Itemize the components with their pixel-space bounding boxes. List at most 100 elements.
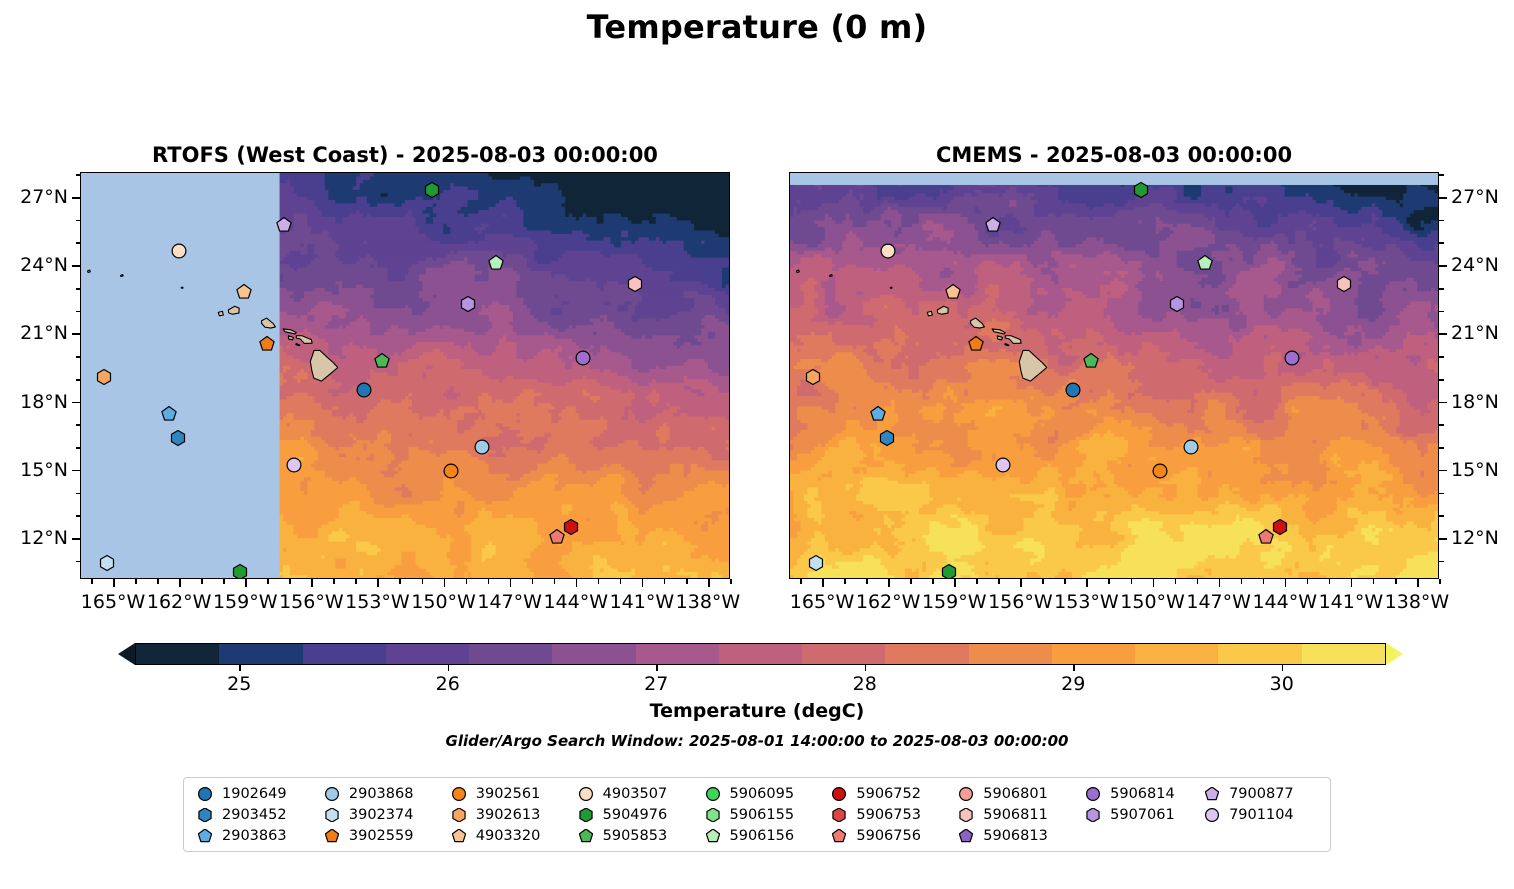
float-marker-5907061[interactable]	[460, 295, 475, 312]
float-marker-4903320[interactable]	[945, 284, 961, 300]
page-title: Temperature (0 m)	[586, 8, 928, 46]
legend-label: 5907061	[1110, 807, 1175, 823]
legend-entry-5906156[interactable]: 5906156	[702, 828, 829, 844]
colorbar-segment	[1135, 644, 1219, 664]
legend-entry-5906752[interactable]: 5906752	[828, 786, 955, 802]
float-marker-2903868[interactable]	[474, 439, 490, 455]
float-marker-3902559[interactable]	[259, 335, 275, 351]
legend-entry-5906801[interactable]: 5906801	[955, 786, 1082, 802]
float-marker-7901104[interactable]	[995, 457, 1011, 473]
legend-column: 5906752 5906753 5906756	[828, 786, 955, 844]
float-marker-5904976[interactable]	[941, 563, 956, 578]
x-minor-tick	[1064, 579, 1067, 584]
legend-entry-5905853[interactable]: 5905853	[575, 828, 702, 844]
float-marker-2903452[interactable]	[170, 429, 186, 446]
float-marker-1902649[interactable]	[1065, 382, 1081, 398]
x-tick-label: 165°W	[789, 591, 855, 613]
float-marker-5906095[interactable]	[1134, 181, 1149, 199]
panel-title-rtofs: RTOFS (West Coast) - 2025-08-03 00:00:00	[152, 143, 658, 167]
float-marker-4903320[interactable]	[236, 284, 252, 300]
x-tick-label: 162°W	[855, 591, 921, 613]
legend-entry-3902613[interactable]: 3902613	[448, 807, 575, 823]
legend-entry-2903863[interactable]: 2903863	[194, 828, 321, 844]
legend-entry-1902649[interactable]: 1902649	[194, 786, 321, 802]
legend-entry-5906155[interactable]: 5906155	[702, 807, 829, 823]
float-marker-5907061[interactable]	[1169, 295, 1184, 312]
legend-entry-5906814[interactable]: 5906814	[1082, 786, 1201, 802]
colorbar-segment	[469, 644, 553, 664]
float-marker-7901104[interactable]	[286, 457, 302, 473]
float-marker-5906095[interactable]	[425, 181, 440, 199]
legend-entry-3902561[interactable]: 3902561	[448, 786, 575, 802]
float-marker-5905853[interactable]	[374, 352, 390, 368]
float-marker-5906756[interactable]	[549, 528, 565, 544]
hexagon-marker-icon	[575, 808, 597, 822]
float-marker-5905853[interactable]	[1083, 352, 1099, 368]
float-markers-cmems	[790, 173, 1438, 578]
legend-entry-2903868[interactable]: 2903868	[321, 786, 448, 802]
x-tick	[1218, 579, 1221, 587]
float-marker-5906156[interactable]	[488, 254, 505, 270]
circle-marker-icon	[194, 787, 216, 801]
legend-entry-2903452[interactable]: 2903452	[194, 807, 321, 823]
float-marker-3902561[interactable]	[1152, 463, 1168, 479]
legend-entry-7901104[interactable]: 7901104	[1201, 807, 1320, 823]
map-panel-rtofs: RTOFS (West Coast) - 2025-08-03 00:00:00…	[20, 143, 740, 613]
x-minor-tick	[1240, 579, 1243, 584]
float-markers-rtofs	[81, 173, 729, 578]
float-marker-3902561[interactable]	[443, 463, 459, 479]
float-marker-5906811[interactable]	[628, 276, 643, 293]
float-marker-3902613[interactable]	[806, 368, 821, 385]
float-marker-2903868[interactable]	[1183, 439, 1199, 455]
float-marker-5906756[interactable]	[1258, 528, 1274, 544]
circle-marker-icon	[448, 787, 470, 801]
float-marker-5906811[interactable]	[1337, 276, 1352, 293]
float-marker-2903374[interactable]	[100, 554, 115, 572]
x-tick	[1152, 579, 1155, 587]
float-marker-4903507[interactable]	[171, 243, 187, 259]
legend-entry-5906756[interactable]: 5906756	[828, 828, 955, 844]
x-minor-tick	[487, 579, 490, 584]
map-frame-rtofs[interactable]	[80, 172, 730, 579]
legend-entry-5906811[interactable]: 5906811	[955, 807, 1082, 823]
float-marker-7900877[interactable]	[275, 217, 292, 233]
legend-entry-5906813[interactable]: 5906813	[955, 828, 1082, 844]
map-frame-cmems[interactable]	[789, 172, 1439, 579]
hawaii-landmass	[796, 269, 1048, 382]
y-minor-tick	[75, 560, 80, 563]
float-marker-2903374[interactable]	[809, 554, 824, 572]
float-marker-5906752[interactable]	[564, 518, 579, 535]
float-marker-5906814[interactable]	[575, 350, 591, 366]
hexagon-marker-icon	[448, 808, 470, 822]
legend-column: 1902649 2903452 2903863	[194, 786, 321, 844]
float-marker-3902613[interactable]	[97, 368, 112, 385]
legend-entry-7900877[interactable]: 7900877	[1201, 786, 1320, 802]
circle-marker-icon	[955, 787, 977, 801]
float-marker-1902649[interactable]	[356, 382, 372, 398]
legend-label: 5906753	[856, 807, 921, 823]
legend-entry-4903507[interactable]: 4903507	[575, 786, 702, 802]
legend-entry-3902559[interactable]: 3902559	[321, 828, 448, 844]
y-tick	[72, 197, 80, 199]
colorbar-segment	[968, 644, 1052, 664]
float-marker-3902559[interactable]	[968, 335, 984, 351]
legend-entry-5906095[interactable]: 5906095	[702, 786, 829, 802]
float-marker-7900877[interactable]	[984, 217, 1001, 233]
float-marker-5906156[interactable]	[1197, 254, 1214, 270]
legend-entry-5904976[interactable]: 5904976	[575, 807, 702, 823]
float-marker-5906752[interactable]	[1273, 518, 1288, 535]
float-marker-5904976[interactable]	[232, 563, 247, 578]
legend-entry-3902374[interactable]: 3902374	[321, 807, 448, 823]
float-marker-5906814[interactable]	[1284, 350, 1300, 366]
float-marker-2903863[interactable]	[870, 405, 886, 422]
legend-entry-5907061[interactable]: 5907061	[1082, 807, 1201, 823]
float-marker-2903452[interactable]	[879, 429, 895, 446]
x-tick	[707, 579, 710, 587]
x-tick-label: 144°W	[543, 591, 609, 613]
float-marker-4903507[interactable]	[880, 243, 896, 259]
circle-marker-icon	[1082, 787, 1104, 801]
legend-entry-4903320[interactable]: 4903320	[448, 828, 575, 844]
y-minor-tick	[75, 424, 80, 426]
float-marker-2903863[interactable]	[161, 405, 177, 422]
legend-entry-5906753[interactable]: 5906753	[828, 807, 955, 823]
